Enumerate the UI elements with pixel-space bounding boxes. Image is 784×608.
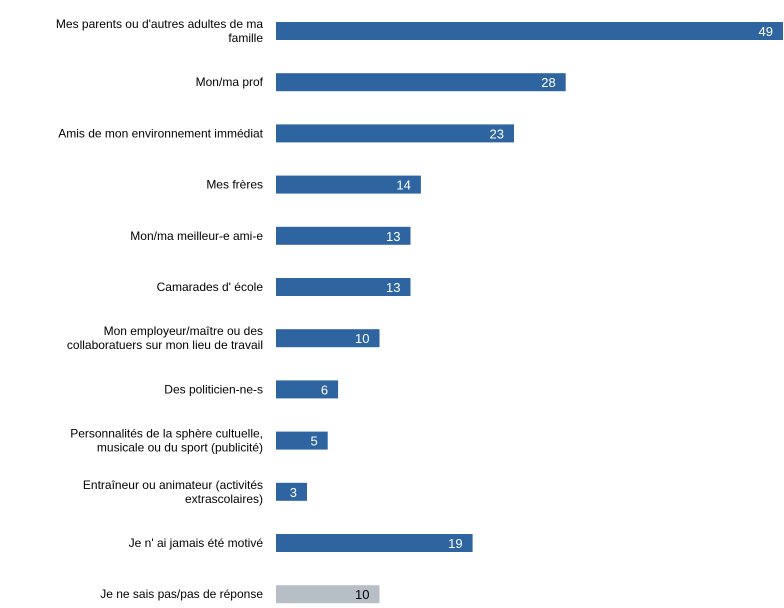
value-label-12: 10 [355, 587, 369, 602]
value-label-2: 28 [541, 75, 555, 90]
category-label-line: Mes parents ou d'autres adultes de ma [56, 17, 263, 31]
category-label-line: famille [228, 31, 263, 45]
category-label-line: Mon/ma prof [196, 75, 264, 89]
category-label-10: Entraîneur ou animateur (activités extras… [83, 478, 263, 506]
value-label-10: 3 [290, 485, 297, 500]
value-label-3: 23 [490, 126, 504, 141]
category-label-9: Personnalités de la sphère cultuelle, mus… [70, 427, 263, 455]
category-label-line: Mon/ma meilleur-e ami-e [130, 229, 263, 243]
value-label-6: 13 [386, 280, 400, 295]
bar-7 [276, 329, 380, 348]
bar-10 [276, 482, 307, 501]
category-label-7: Mon employeur/maître ou des collaboratuer… [67, 324, 263, 352]
bar-8 [276, 380, 339, 399]
category-label-11: Je n' ai jamais été motivé [129, 536, 264, 550]
category-label-line: Je ne sais pas/pas de réponse [100, 587, 263, 601]
category-label-line: Personnalités de la sphère cultuelle, [70, 427, 263, 441]
value-label-9: 5 [310, 434, 317, 449]
category-label-6: Camarades d' école [157, 280, 264, 294]
value-label-7: 10 [355, 331, 369, 346]
category-label-line: musicale ou du sport (publicité) [97, 441, 263, 455]
category-label-line: extrascolaires) [185, 492, 263, 506]
bar-12 [276, 585, 380, 604]
bar-1 [276, 22, 783, 40]
category-label-line: Amis de mon environnement immédiat [58, 126, 263, 140]
category-label-1: Mes parents ou d'autres adultes de ma fam… [56, 17, 263, 45]
category-label-line: Mes frères [206, 178, 263, 192]
category-label-line: Camarades d' école [157, 280, 264, 294]
bar-4 [276, 175, 421, 194]
bar-11 [276, 534, 473, 552]
category-label-12: Je ne sais pas/pas de réponse [100, 587, 263, 601]
value-label-8: 6 [321, 382, 328, 397]
bars [276, 22, 783, 604]
category-label-line: Je n' ai jamais été motivé [129, 536, 264, 550]
category-label-2: Mon/ma prof [196, 75, 264, 89]
category-label-4: Mes frères [206, 178, 263, 192]
bar-5 [276, 226, 411, 245]
category-label-line: Mon employeur/maître ou des [104, 324, 263, 338]
category-label-3: Amis de mon environnement immédiat [58, 126, 263, 140]
category-label-line: Des politicien-ne-s [164, 382, 263, 396]
category-label-5: Mon/ma meilleur-e ami-e [130, 229, 263, 243]
bar-9 [276, 431, 328, 450]
category-label-8: Des politicien-ne-s [164, 382, 263, 396]
value-label-4: 14 [396, 178, 410, 193]
value-label-5: 13 [386, 229, 400, 244]
value-label-1: 49 [759, 24, 773, 39]
value-labels: 49 28 23 14 13 13 10 6 5 3 19 10 [290, 24, 773, 602]
bar-3 [276, 124, 514, 143]
category-label-line: collaboratuers sur mon lieu de travail [67, 338, 263, 352]
bar-6 [276, 278, 411, 296]
bar-2 [276, 73, 566, 92]
category-label-line: Entraîneur ou animateur (activités [83, 478, 263, 492]
value-label-11: 19 [448, 536, 462, 551]
category-labels: Mes parents ou d'autres adultes de ma fam… [56, 17, 264, 601]
